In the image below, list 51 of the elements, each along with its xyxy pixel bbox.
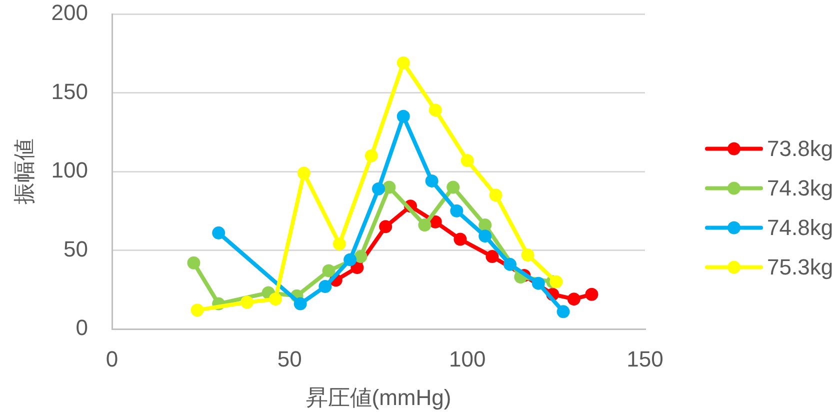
point bbox=[354, 250, 368, 264]
point bbox=[460, 154, 474, 167]
point bbox=[489, 188, 502, 202]
point bbox=[318, 280, 332, 293]
point bbox=[454, 232, 467, 246]
point bbox=[332, 237, 346, 250]
point bbox=[396, 110, 410, 123]
point bbox=[478, 218, 492, 232]
x-tick-label: 50 bbox=[277, 346, 302, 372]
point bbox=[567, 292, 580, 306]
point bbox=[372, 182, 385, 196]
point bbox=[212, 226, 226, 240]
point bbox=[294, 297, 307, 310]
legend-label: 73.8kg bbox=[767, 136, 834, 161]
point bbox=[187, 256, 200, 270]
point bbox=[550, 275, 563, 288]
point bbox=[478, 230, 492, 243]
point bbox=[268, 292, 282, 306]
legend-label: 75.3kg bbox=[767, 254, 834, 280]
point bbox=[521, 248, 534, 262]
point bbox=[297, 166, 310, 180]
x-tick-label: 100 bbox=[448, 346, 486, 372]
y-tick-label: 0 bbox=[76, 315, 88, 340]
point bbox=[425, 174, 438, 188]
y-tick-label: 200 bbox=[51, 0, 88, 26]
y-axis-title: 振幅値 bbox=[11, 138, 36, 204]
x-tick-label: 0 bbox=[106, 346, 118, 372]
point bbox=[396, 56, 410, 70]
point bbox=[418, 218, 432, 232]
point bbox=[364, 149, 378, 162]
legend-label: 74.3kg bbox=[767, 175, 834, 200]
point bbox=[446, 180, 460, 194]
legend-label: 74.8kg bbox=[767, 214, 834, 240]
point bbox=[240, 296, 254, 309]
point bbox=[382, 180, 396, 194]
point bbox=[532, 276, 545, 290]
x-tick-label: 150 bbox=[626, 346, 664, 372]
y-tick-label: 150 bbox=[51, 78, 88, 104]
y-tick-label: 50 bbox=[64, 236, 88, 262]
point bbox=[379, 220, 392, 234]
y-tick-label: 100 bbox=[51, 158, 88, 183]
point bbox=[585, 288, 598, 301]
point bbox=[450, 204, 464, 218]
x-axis-title: 昇圧値(mmHg) bbox=[306, 384, 452, 410]
point bbox=[428, 104, 442, 117]
point bbox=[322, 264, 336, 278]
point bbox=[344, 253, 357, 266]
point bbox=[503, 258, 516, 271]
point bbox=[556, 305, 570, 318]
point bbox=[190, 304, 204, 317]
point bbox=[486, 250, 499, 264]
